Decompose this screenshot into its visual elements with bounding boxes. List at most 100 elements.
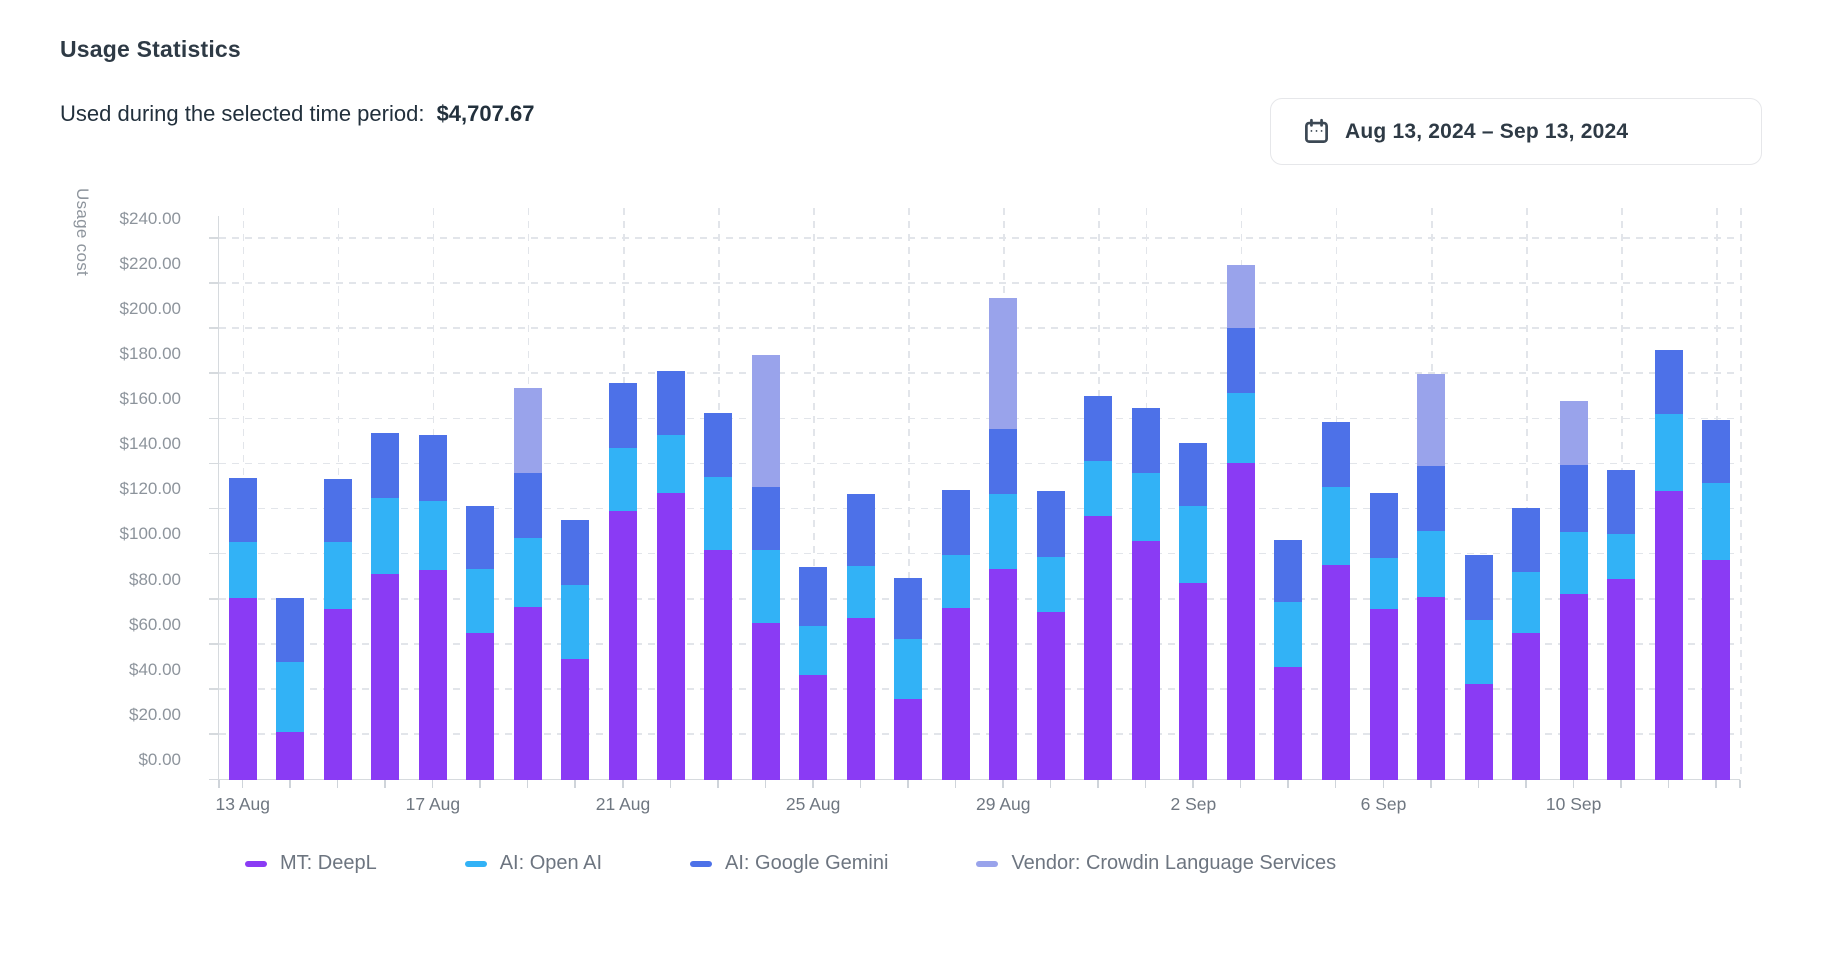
bar-segment-open-ai	[1654, 414, 1683, 491]
bar-25-aug[interactable]	[799, 566, 828, 780]
bar-segment-deepl	[228, 598, 257, 780]
legend-item-open-ai[interactable]: AI: Open AI	[464, 852, 602, 875]
y-gridline	[219, 598, 1740, 600]
bar-segment-crowdin-language-services	[1226, 265, 1255, 329]
bar-segment-google-gemini	[1321, 421, 1350, 487]
y-tick-mark	[209, 237, 218, 239]
bar-segment-open-ai	[1321, 486, 1350, 566]
bar-10-sep[interactable]	[1559, 400, 1588, 780]
bar-24-aug[interactable]	[751, 355, 780, 780]
bar-segment-google-gemini	[228, 477, 257, 542]
bar-segment-google-gemini	[799, 566, 828, 627]
bar-segment-deepl	[561, 658, 590, 780]
bar-segment-open-ai	[418, 500, 447, 570]
x-tick-mark	[1620, 780, 1622, 788]
bar-31-aug[interactable]	[1084, 395, 1113, 780]
date-range-picker[interactable]: Aug 13, 2024 – Sep 13, 2024	[1270, 98, 1762, 165]
y-gridline	[219, 372, 1740, 374]
y-tick-label: $60.00	[129, 614, 181, 634]
y-tick-mark	[209, 598, 218, 600]
y-gridline	[219, 733, 1740, 735]
bar-segment-google-gemini	[1369, 493, 1398, 558]
bar-segment-crowdin-language-services	[751, 355, 780, 487]
x-tick-mark	[574, 780, 576, 788]
bar-segment-deepl	[1512, 633, 1541, 780]
y-tick-mark	[209, 552, 218, 555]
bar-segment-deepl	[656, 493, 685, 780]
bar-segment-open-ai	[561, 585, 590, 659]
bar-26-aug[interactable]	[846, 493, 875, 780]
y-tick-label: $40.00	[129, 659, 181, 679]
bar-28-aug[interactable]	[941, 489, 970, 780]
bar-segment-open-ai	[1702, 483, 1731, 561]
bar-1-sep[interactable]	[1131, 407, 1160, 780]
bar-15-aug[interactable]	[323, 478, 352, 780]
bar-27-aug[interactable]	[894, 577, 923, 780]
bar-segment-crowdin-language-services	[1559, 400, 1588, 465]
bar-2-sep[interactable]	[1179, 442, 1208, 780]
x-tick-mark	[1097, 780, 1099, 788]
bar-segment-open-ai	[371, 497, 400, 575]
bar-segment-open-ai	[1464, 620, 1493, 684]
bar-7-sep[interactable]	[1417, 373, 1446, 780]
bar-segment-google-gemini	[1131, 407, 1160, 473]
x-tick-mark	[1144, 780, 1147, 788]
bar-19-aug[interactable]	[513, 387, 542, 780]
bar-8-sep[interactable]	[1464, 555, 1493, 780]
bar-segment-deepl	[1036, 612, 1065, 780]
y-tick-mark	[209, 372, 218, 374]
bar-13-sep[interactable]	[1702, 419, 1731, 780]
bar-segment-google-gemini	[656, 371, 685, 436]
plot-area: $0.00 $20.00 $40.00 $60.00 $80.00 $100.00 $120…	[120, 208, 1742, 814]
bar-5-sep[interactable]	[1321, 421, 1350, 780]
y-tick-label: $160.00	[119, 389, 181, 409]
y-tick-label: $100.00	[119, 524, 181, 544]
x-tick-mark	[1192, 780, 1194, 788]
legend-item-google-gemini[interactable]: AI: Google Gemini	[690, 852, 888, 875]
bar-segment-open-ai	[846, 565, 875, 619]
legend-color-dash	[976, 860, 999, 867]
bar-9-sep[interactable]	[1512, 507, 1541, 780]
bar-20-aug[interactable]	[561, 519, 590, 780]
bar-segment-google-gemini	[941, 489, 970, 556]
bar-segment-deepl	[609, 510, 638, 780]
legend-item-deepl[interactable]: MT: DeepL	[245, 852, 377, 875]
bar-6-sep[interactable]	[1369, 493, 1398, 780]
bar-29-aug[interactable]	[989, 298, 1018, 780]
bar-segment-google-gemini	[1702, 419, 1731, 484]
x-tick-mark	[1525, 780, 1527, 788]
x-tick-label: 21 Aug	[595, 794, 651, 814]
x-tick-label: 10 Sep	[1545, 794, 1602, 814]
bar-11-sep[interactable]	[1607, 469, 1636, 780]
x-tick-label: 25 Aug	[785, 794, 841, 814]
bar-segment-google-gemini	[1226, 328, 1255, 393]
bar-17-aug[interactable]	[418, 434, 447, 780]
bar-16-aug[interactable]	[371, 432, 400, 780]
x-tick-mark	[241, 780, 244, 788]
bar-13-aug[interactable]	[228, 477, 257, 780]
bar-segment-open-ai	[609, 448, 638, 511]
bar-segment-deepl	[418, 569, 447, 780]
bar-23-aug[interactable]	[704, 412, 733, 780]
legend-item-crowdin-language-services[interactable]: Vendor: Crowdin Language Services	[976, 852, 1336, 875]
y-tick-mark	[209, 688, 218, 690]
bar-segment-open-ai	[704, 477, 733, 550]
x-tick-mark	[1715, 780, 1717, 788]
bar-segment-deepl	[1131, 541, 1160, 780]
bar-3-sep[interactable]	[1226, 265, 1255, 780]
bar-segment-crowdin-language-services	[989, 298, 1018, 430]
x-tick-label: 29 Aug	[976, 794, 1031, 814]
bar-18-aug[interactable]	[466, 505, 495, 780]
bar-segment-deepl	[799, 675, 828, 780]
bar-12-sep[interactable]	[1654, 350, 1683, 780]
bar-21-aug[interactable]	[609, 382, 638, 780]
y-tick-label: $0.00	[138, 750, 181, 769]
bar-segment-open-ai	[1369, 557, 1398, 609]
bar-14-aug[interactable]	[276, 598, 305, 780]
period-summary: Used during the selected time period: $4…	[60, 101, 534, 127]
bar-22-aug[interactable]	[656, 371, 685, 780]
y-tick-mark	[209, 643, 218, 645]
bar-4-sep[interactable]	[1274, 540, 1303, 780]
bar-30-aug[interactable]	[1036, 491, 1065, 780]
period-label: Used during the selected time period:	[60, 101, 425, 126]
